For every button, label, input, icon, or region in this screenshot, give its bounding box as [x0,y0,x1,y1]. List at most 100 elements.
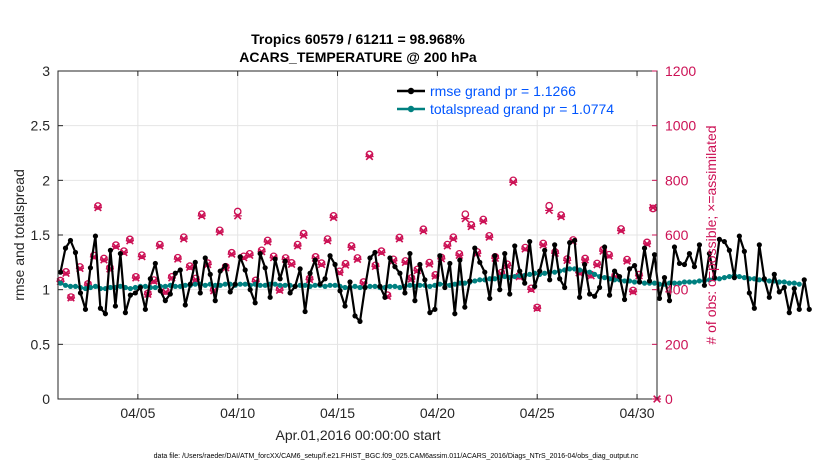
rmse-point [292,283,298,289]
totalspread-point [272,281,278,287]
obs-assimilated-marker [317,260,326,269]
rmse-point [502,250,508,257]
rmse-point [212,298,218,304]
rmse-point [62,245,69,251]
rmse-point [322,276,328,282]
obs-possible-marker [629,286,637,295]
rmse-point [661,275,668,281]
rmse-point [227,289,233,295]
rmse-point [761,276,767,282]
rmse-point [187,281,193,287]
obs-possible-marker [479,215,488,224]
x-tick-label: 04/05 [120,405,155,421]
obs-assimilated-marker [443,242,452,250]
totalspread-point [302,282,308,288]
totalspread-point [651,280,658,286]
rmse-point [157,288,163,294]
rmse-point [432,306,438,312]
obs-assimilated-marker [263,237,272,246]
obs-assimilated-marker [323,236,332,245]
obs-assimilated-marker [557,212,566,221]
chart-title-line1: Tropics 60579 / 61211 = 98.968% [251,31,465,47]
rmse-point [252,300,258,306]
obs-possible-marker [227,248,236,257]
rmse-point [651,252,658,258]
totalspread-point [152,284,158,291]
rmse-point [582,261,588,268]
x-tick-label: 04/30 [620,405,655,421]
rmse-point [756,242,762,248]
obs-assimilated-marker [419,227,428,235]
totalspread-point [552,269,558,275]
rmse-point [771,271,777,277]
rmse-point [701,282,708,288]
obs-possible-marker [67,293,75,301]
totalspread-point [726,273,732,280]
rmse-point [457,257,463,263]
rmse-point [557,276,563,282]
rmse-point [307,270,313,276]
totalspread-point [237,281,243,287]
left-y-tick-label: 2.5 [31,118,51,134]
totalspread-point [427,283,433,289]
rmse-point [347,279,353,285]
rmse-point [242,267,248,273]
totalspread-point [312,282,318,288]
obs-possible-marker [100,254,108,263]
rmse-point [567,240,573,246]
totalspread-point [462,280,468,286]
obs-possible-marker [233,207,242,216]
x-axis-ticks: 04/05 04/10 04/15 04/20 04/25 04/30 [120,71,655,421]
rmse-point [412,298,418,304]
totalspread-point [327,282,333,288]
rmse-point [746,290,752,296]
rmse-point [257,250,263,257]
rmse-point [77,290,84,296]
totalspread-point [766,278,772,284]
obs-possible-marker [419,225,428,234]
obs-possible-marker [395,233,404,242]
rmse-point [232,281,238,287]
obs-assimilated-marker [299,231,308,240]
rmse-point [287,290,293,296]
totalspread-point [472,278,478,284]
obs-assimilated-marker [137,252,146,261]
obs-possible-marker [155,240,164,249]
totalspread-point [127,285,133,292]
obs-possible-marker [299,229,308,238]
obs-possible-marker [539,239,548,248]
rmse-point [467,278,473,284]
totalspread-point [736,273,742,280]
obs-assimilated-marker [99,256,109,264]
totalspread-point [716,276,722,282]
rmse-point [382,294,388,300]
obs-assimilated-marker [227,250,236,258]
left-y-tick-label: 3 [42,63,50,79]
rmse-point [57,269,64,275]
gridlines [58,71,657,399]
rmse-point [177,267,183,273]
totalspread-point [192,281,198,287]
totalspread-point [162,283,168,289]
rmse-point [422,277,428,283]
rmse-point [267,294,273,300]
right-y-tick-label: 800 [665,172,689,188]
totalspread-point [786,280,792,286]
obs-possible-marker [425,258,434,267]
obs-assimilated-marker [347,243,356,252]
rmse-point [362,284,368,291]
totalspread-point [492,276,498,282]
obs-assimilated-marker [111,242,121,251]
x-axis-label: Apr.01,2016 00:00:00 start [275,427,440,443]
x-tick-label: 04/15 [320,405,355,421]
rmse-point [791,285,797,292]
rmse-point [686,250,693,257]
totalspread-point [392,283,398,289]
obs-possible-marker [593,259,601,268]
rmse-point [447,260,453,267]
rmse-point [272,256,278,262]
rmse-point [167,291,173,297]
left-y-tick-label: 1.5 [31,227,51,243]
rmse-point [72,249,79,256]
totalspread-point [202,282,208,288]
